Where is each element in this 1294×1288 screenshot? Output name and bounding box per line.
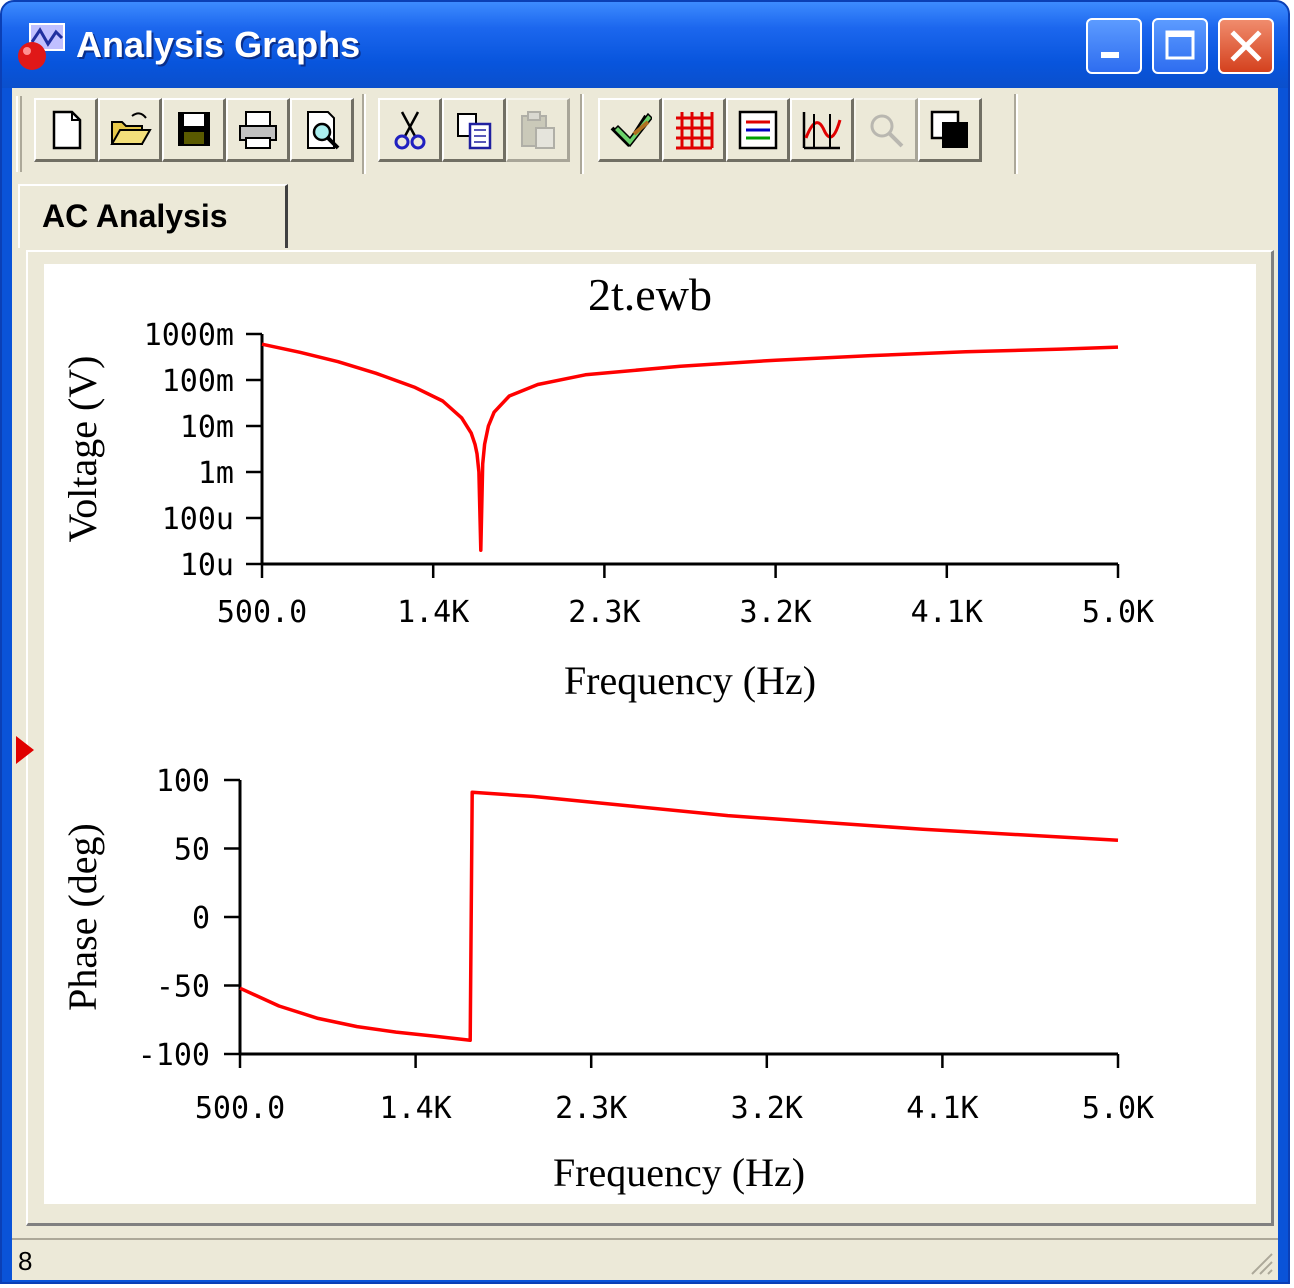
client-area: AC Analysis 2t.ewb 1000m 100m 10m 1m 100u 10u… — [12, 88, 1278, 1280]
voltage-x-axis-label: Frequency (Hz) — [564, 658, 816, 703]
voltage-y-tick-label: 1000m — [144, 318, 234, 353]
voltage-x-tick-label: 4.1K — [911, 595, 983, 630]
copy-icon — [457, 113, 492, 150]
paste-icon — [521, 111, 555, 149]
copy-button[interactable] — [442, 98, 506, 162]
phase-x-tick-label: 5.0K — [1082, 1091, 1154, 1126]
toolbar-separator — [362, 94, 366, 174]
cut-button[interactable] — [378, 98, 442, 162]
legend-icon — [738, 110, 778, 150]
legend-button[interactable] — [726, 98, 790, 162]
maximize-button[interactable] — [1152, 18, 1208, 74]
cursors-button[interactable] — [790, 98, 854, 162]
voltage-y-tick-label: 10u — [180, 548, 234, 583]
voltage-y-tick-label: 100m — [162, 364, 234, 399]
phase-y-tick-label: 0 — [192, 901, 210, 936]
charts-canvas: 1000m 100m 10m 1m 100u 10u 500.0 1.4K 2.3K 3.2K 4.… — [60, 318, 1154, 1195]
minimize-icon — [1101, 52, 1119, 58]
print-icon — [239, 111, 277, 149]
window-title: Analysis Graphs — [76, 24, 361, 65]
voltage-x-tick-label: 5.0K — [1082, 595, 1154, 630]
voltage-y-tick-label: 100u — [162, 502, 234, 537]
phase-x-axis-label: Frequency (Hz) — [553, 1150, 805, 1195]
phase-x-tick-label: 2.3K — [555, 1091, 627, 1126]
grid-icon — [676, 112, 714, 150]
voltage-series-line — [261, 342, 1119, 552]
voltage-y-tick-label: 1m — [198, 456, 234, 491]
reverse-colors-button[interactable] — [918, 98, 982, 162]
zoom-icon — [870, 114, 904, 148]
grid-button[interactable] — [662, 98, 726, 162]
toolbar — [12, 88, 1278, 178]
phase-y-tick-label: 50 — [174, 833, 210, 868]
phase-x-tick-label: 1.4K — [379, 1091, 451, 1126]
voltage-x-tick-label: 1.4K — [397, 595, 469, 630]
toolbar-separator — [1014, 94, 1018, 174]
cut-icon — [394, 111, 426, 150]
voltage-x-tick-label: 3.2K — [739, 595, 811, 630]
save-icon — [178, 112, 210, 146]
toolbar-separator — [580, 94, 584, 174]
close-button[interactable] — [1218, 18, 1274, 74]
open-button[interactable] — [98, 98, 162, 162]
reverse-colors-icon — [930, 110, 968, 148]
print-button[interactable] — [226, 98, 290, 162]
status-bar: 8 — [12, 1238, 1278, 1280]
print-preview-icon — [307, 111, 340, 150]
minimize-button[interactable] — [1086, 18, 1142, 74]
plot-area[interactable]: 2t.ewb 1000m 100m 10m 1m 100u 10u 500.0 1.4K 2.3… — [44, 264, 1256, 1204]
cursors-icon — [802, 112, 842, 150]
phase-x-tick-label: 500.0 — [195, 1091, 285, 1126]
tab-strip: AC Analysis — [12, 178, 1278, 248]
phase-x-tick-label: 3.2K — [731, 1091, 803, 1126]
save-button[interactable] — [162, 98, 226, 162]
phase-y-tick-label: -100 — [138, 1038, 210, 1073]
tab-label: AC Analysis — [42, 198, 228, 234]
new-button[interactable] — [34, 98, 98, 162]
selected-graph-marker — [16, 736, 34, 764]
graph-panel: 2t.ewb 1000m 100m 10m 1m 100u 10u 500.0 1.4K 2.3… — [16, 250, 1274, 1226]
properties-icon — [610, 112, 652, 148]
paste-button[interactable] — [506, 98, 570, 162]
phase-y-axis-label: Phase (deg) — [60, 823, 105, 1011]
voltage-y-axis-label: Voltage (V) — [60, 356, 105, 543]
title-bar[interactable]: Analysis Graphs — [2, 2, 1288, 88]
app-icon[interactable] — [16, 22, 68, 74]
phase-y-tick-label: -50 — [156, 970, 210, 1005]
voltage-y-tick-label: 10m — [180, 410, 234, 445]
phase-series-line — [239, 790, 1119, 1043]
properties-button[interactable] — [598, 98, 662, 162]
graph-title: 2t.ewb — [588, 269, 712, 320]
tab-ac-analysis[interactable]: AC Analysis — [18, 184, 288, 248]
resize-grip-icon[interactable] — [1244, 1246, 1274, 1276]
status-text: 8 — [18, 1246, 33, 1276]
open-icon — [110, 112, 152, 145]
phase-y-tick-label: 100 — [156, 764, 210, 799]
maximize-icon — [1165, 30, 1195, 60]
voltage-x-tick-label: 2.3K — [568, 595, 640, 630]
new-icon — [52, 110, 82, 150]
phase-x-tick-label: 4.1K — [906, 1091, 978, 1126]
print-preview-button[interactable] — [290, 98, 354, 162]
zoom-button[interactable] — [854, 98, 918, 162]
close-icon — [1230, 30, 1262, 62]
toolbar-grip[interactable] — [16, 96, 22, 172]
voltage-x-tick-label: 500.0 — [217, 595, 307, 630]
